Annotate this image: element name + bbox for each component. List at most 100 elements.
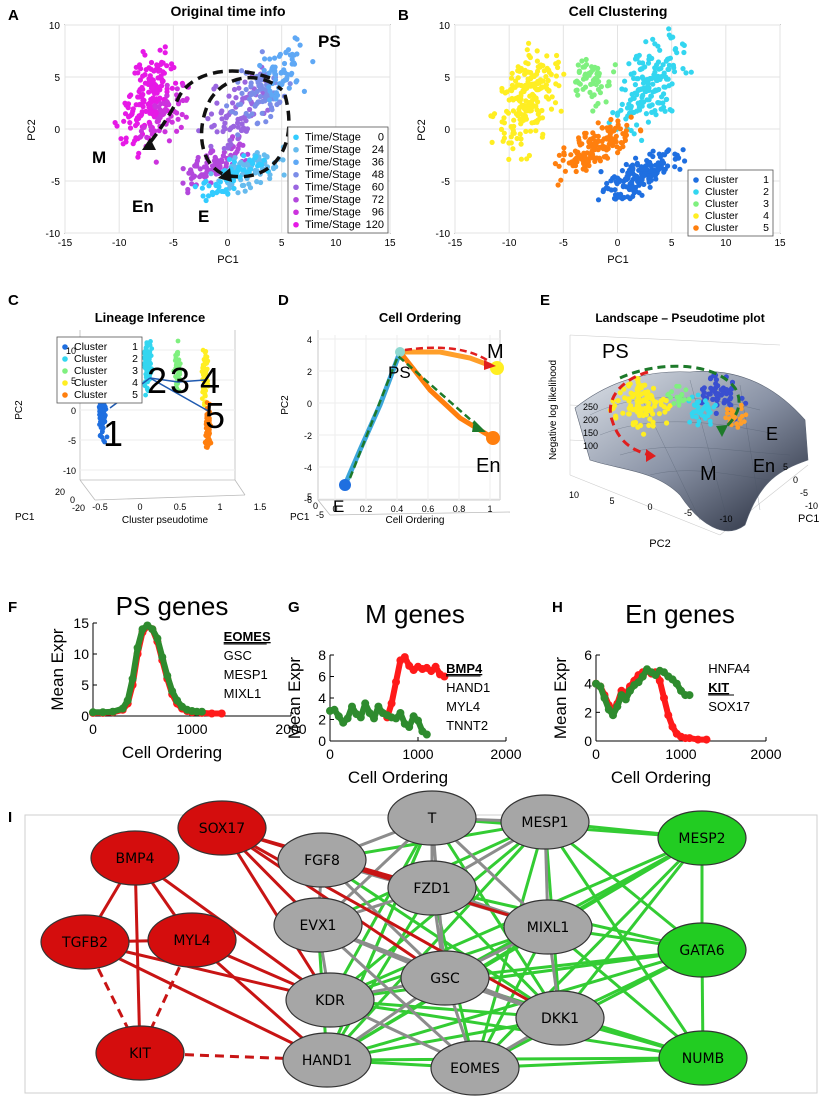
a-point-stage-120	[123, 135, 129, 141]
e-point-ps	[701, 389, 707, 396]
panel-a-ylabel: PC2	[26, 119, 38, 140]
b-point-cluster-1	[633, 155, 639, 161]
b-point-cluster-3	[586, 72, 592, 78]
ytick-label: 15	[73, 615, 89, 631]
a-point-stage-0	[200, 193, 206, 199]
a-legend-entry-value: 48	[372, 169, 384, 181]
series-point-0	[431, 662, 440, 671]
b-point-cluster-5	[615, 118, 621, 124]
e-point-mesoderm	[644, 406, 650, 412]
a-point-stage-120	[135, 94, 141, 100]
edge-SOX17-KDR	[220, 827, 332, 1001]
a-point-stage-36	[287, 52, 293, 58]
e-point-mesoderm	[650, 385, 657, 391]
a-point-stage-36	[276, 53, 282, 59]
b-point-cluster-4	[539, 84, 545, 90]
a-point-stage-0	[233, 169, 239, 175]
y-axis-label: Mean Expr	[48, 628, 67, 711]
series-point-1	[685, 691, 694, 700]
c-ytick-label: 10	[66, 346, 76, 356]
panel-c-node-2: 2	[147, 360, 167, 401]
b-point-cluster-2	[628, 71, 634, 77]
c-legend-entry-label: Cluster	[74, 365, 108, 377]
a-point-stage-60	[242, 79, 248, 85]
panel-d-node-m	[490, 361, 504, 375]
c-legend-entry-label: Cluster	[74, 341, 108, 353]
b-point-cluster-3	[598, 84, 605, 90]
e-point-mesoderm	[626, 411, 632, 417]
a-point-stage-0	[230, 178, 237, 184]
a-point-stage-0	[199, 185, 205, 191]
a-point-stage-60	[214, 100, 220, 106]
b-legend-marker	[693, 189, 699, 195]
a-point-stage-0	[236, 165, 242, 171]
node-ellipse	[277, 832, 367, 888]
e-point-endoderm	[723, 415, 729, 421]
node-ellipse	[503, 899, 593, 955]
b-point-cluster-4	[517, 111, 524, 117]
c-point-cluster-2	[147, 342, 153, 348]
b-point-cluster-1	[659, 165, 665, 171]
b-point-cluster-3	[589, 93, 595, 100]
ytick-label: 0	[584, 733, 592, 749]
a-point-stage-120	[136, 150, 142, 156]
panel-c-title: Lineage Inference	[95, 310, 206, 325]
e-point-early	[695, 392, 701, 398]
a-point-stage-120	[146, 76, 152, 82]
gene-label: TNNT2	[446, 718, 488, 733]
series-point-0	[392, 677, 400, 686]
a-point-stage-96	[162, 129, 168, 135]
b-legend-entry-label: Cluster	[705, 174, 739, 186]
c-point-cluster-3	[175, 373, 181, 379]
e-point-ps	[739, 395, 745, 401]
e-point-intermediate	[686, 396, 692, 402]
e-point-endoderm	[739, 402, 744, 408]
a-point-stage-120	[141, 97, 147, 103]
panel-e-ylabel: PC1	[798, 513, 819, 525]
b-point-cluster-5	[560, 157, 566, 163]
series-point-1	[600, 694, 609, 702]
b-point-cluster-3	[576, 68, 583, 74]
b-point-cluster-5	[562, 168, 569, 174]
b-point-cluster-5	[574, 159, 580, 165]
series-point-0	[655, 676, 664, 685]
b-point-cluster-1	[666, 147, 672, 153]
b-point-cluster-2	[619, 101, 625, 107]
node-ellipse	[95, 1025, 185, 1081]
ytick-label: 5	[81, 677, 89, 693]
b-point-cluster-5	[556, 152, 563, 158]
b-point-cluster-5	[604, 125, 610, 131]
b-ytick-label: -5	[441, 177, 450, 188]
e-point-mesoderm	[660, 396, 667, 402]
a-xtick-label: -10	[112, 238, 127, 249]
b-point-cluster-3	[575, 92, 581, 98]
e-point-ps	[729, 379, 736, 385]
b-point-cluster-3	[588, 81, 594, 87]
c-legend-entry-value: 1	[132, 341, 138, 353]
panel-c-node-3: 3	[170, 360, 190, 401]
c-point-cluster-4	[202, 392, 208, 397]
e-point-mesoderm	[635, 379, 641, 385]
a-point-stage-24	[281, 172, 287, 178]
e-point-endoderm	[725, 410, 730, 416]
b-point-cluster-4	[521, 117, 527, 123]
a-point-stage-72	[232, 151, 238, 157]
series-point-1	[98, 708, 107, 717]
b-point-cluster-2	[626, 61, 632, 67]
e-ytick-label: 5	[783, 462, 788, 472]
series-point-1	[158, 653, 167, 662]
panel-d-label-en: En	[476, 455, 500, 477]
c-point-cluster-5	[204, 400, 210, 405]
series-point-1	[163, 671, 172, 680]
a-point-stage-0	[237, 174, 243, 180]
ytick-label: 2	[584, 704, 592, 720]
node-t: T	[387, 790, 477, 846]
panel-d-arrowhead-en	[472, 420, 486, 432]
d-xtick-label: 0	[332, 504, 337, 514]
a-point-stage-60	[239, 121, 245, 127]
series-point-1	[626, 686, 634, 695]
c-point-cluster-1	[98, 406, 103, 412]
a-point-stage-36	[267, 56, 273, 62]
b-point-cluster-1	[650, 148, 656, 154]
b-point-cluster-4	[526, 52, 532, 59]
